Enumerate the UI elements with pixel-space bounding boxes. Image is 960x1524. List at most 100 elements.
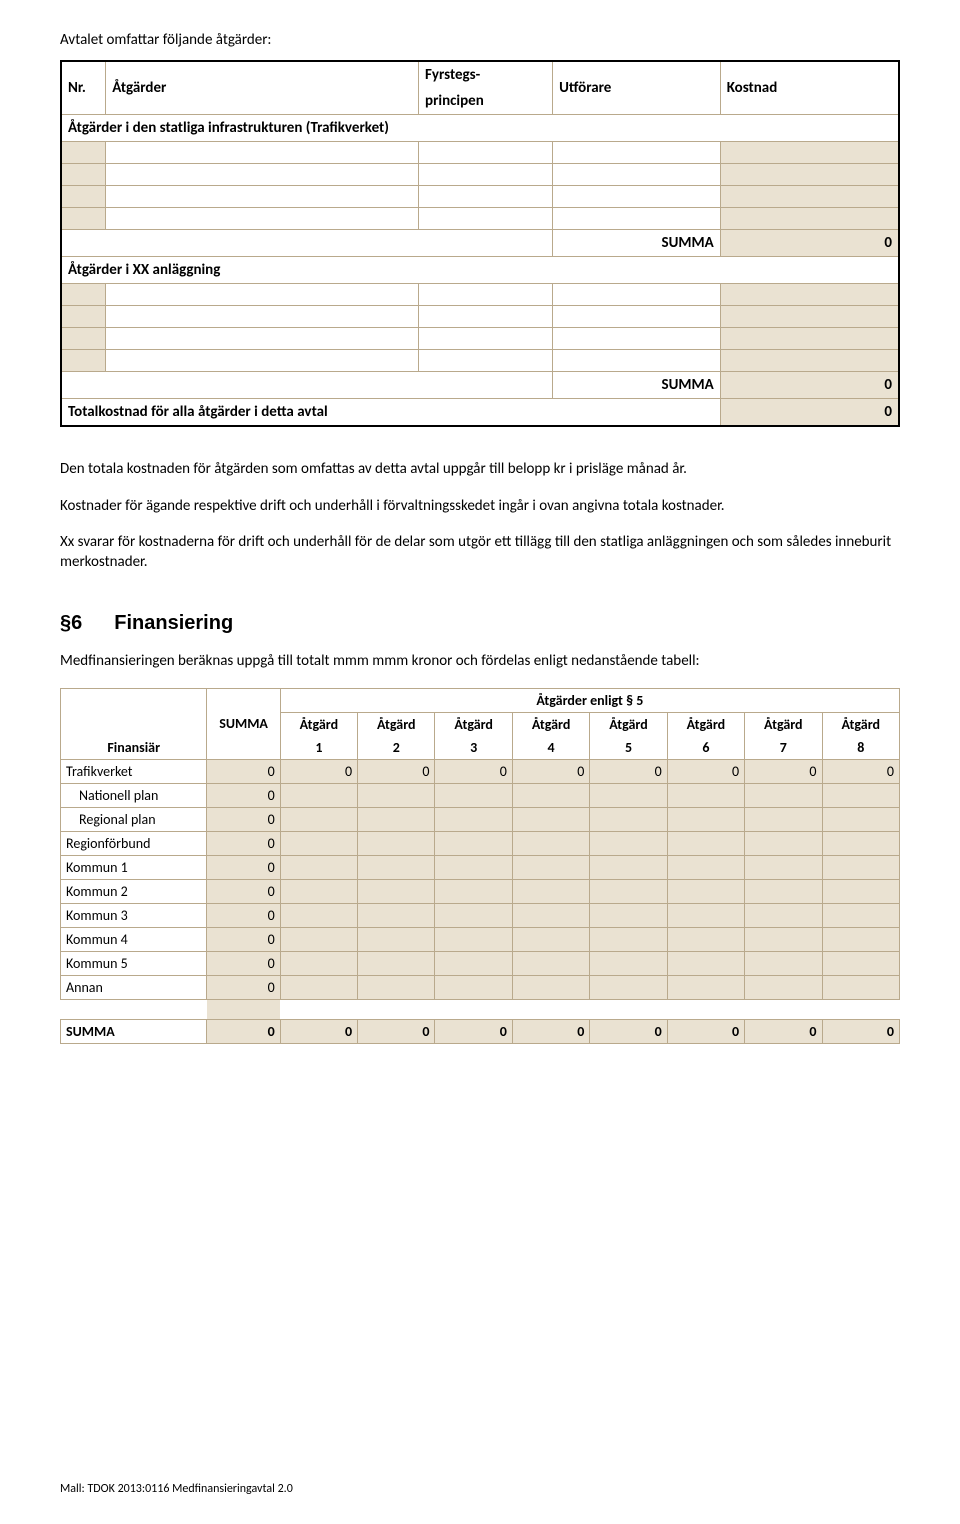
row-summa: 0: [207, 831, 280, 855]
col-kostnad: Kostnad: [720, 61, 899, 115]
summa2-label: SUMMA: [553, 372, 721, 399]
cell: [435, 951, 512, 975]
cell: [512, 855, 589, 879]
cell: 0: [667, 759, 744, 783]
cell: 0: [745, 1019, 822, 1043]
row-summa: 0: [207, 855, 280, 879]
cell: [435, 975, 512, 999]
cell: 0: [435, 1019, 512, 1043]
row-summa: 0: [207, 759, 280, 783]
cell: [745, 903, 822, 927]
cell: [358, 783, 435, 807]
row-label: Kommun 1: [61, 855, 207, 879]
table-row: [61, 306, 899, 328]
row-label: Kommun 3: [61, 903, 207, 927]
cell: [280, 783, 357, 807]
cell: [512, 831, 589, 855]
col-atgard-num: 8: [822, 736, 899, 760]
row-label: Trafikverket: [61, 759, 207, 783]
cell: [590, 951, 667, 975]
cell: [745, 807, 822, 831]
cell: [667, 807, 744, 831]
col-utforare: Utförare: [553, 61, 721, 115]
cell: [358, 831, 435, 855]
summa-row: SUMMA 0: [61, 230, 899, 257]
col-atgard-num: 1: [280, 736, 357, 760]
cell: [280, 903, 357, 927]
cell: [822, 807, 899, 831]
cell: [667, 783, 744, 807]
total-row: SUMMA000000000: [61, 1019, 900, 1043]
actions-table: Nr. Åtgärder Fyrstegs- Utförare Kostnad …: [60, 60, 900, 427]
section-statlig: Åtgärder i den statliga infrastrukturen …: [61, 115, 899, 142]
table-row: Nationell plan0: [61, 783, 900, 807]
section6-heading: §6 Finansiering: [60, 612, 900, 635]
col-fyrstegs-line1: Fyrstegs-: [419, 61, 553, 88]
col-fyrstegs-line2: principen: [419, 88, 553, 115]
section6-num: §6: [60, 612, 82, 635]
cell: [590, 783, 667, 807]
col-atgard-label: Åtgärd: [280, 712, 357, 736]
total-value: 0: [720, 399, 899, 427]
table-row: [61, 350, 899, 372]
cell: [590, 855, 667, 879]
paragraph-ownership: Kostnader för ägande respektive drift oc…: [60, 496, 900, 516]
cell: [512, 975, 589, 999]
cell: [590, 807, 667, 831]
cell: [667, 855, 744, 879]
paragraph-medfinansiering: Medfinansieringen beräknas uppgå till to…: [60, 651, 900, 671]
cell: [822, 975, 899, 999]
cell: [745, 975, 822, 999]
cell: [358, 807, 435, 831]
summa1-label: SUMMA: [553, 230, 721, 257]
row-label: Kommun 5: [61, 951, 207, 975]
cell: [745, 927, 822, 951]
cell: [822, 855, 899, 879]
section6-title: Finansiering: [114, 612, 233, 635]
summa-label: SUMMA: [61, 1019, 207, 1043]
cell: [822, 927, 899, 951]
financing-table: Finansiär SUMMA Åtgärder enligt § 5 Åtgä…: [60, 688, 900, 1044]
col-atgard-num: 6: [667, 736, 744, 760]
cell: [745, 831, 822, 855]
cell: [280, 927, 357, 951]
cell: [358, 903, 435, 927]
col-atgard-label: Åtgärd: [667, 712, 744, 736]
table-row: Kommun 10: [61, 855, 900, 879]
cell: 0: [358, 1019, 435, 1043]
row-label: Regional plan: [61, 807, 207, 831]
col-atgard-num: 7: [745, 736, 822, 760]
cell: 0: [822, 759, 899, 783]
col-atgard-num: 2: [358, 736, 435, 760]
footer-text: Mall: TDOK 2013:0116 Medfinansieringavta…: [60, 1482, 293, 1496]
cell: [435, 879, 512, 903]
cell: [667, 975, 744, 999]
cell: 0: [358, 759, 435, 783]
row-summa: 0: [207, 903, 280, 927]
cell: [435, 855, 512, 879]
table-row: Regionförbund0: [61, 831, 900, 855]
cell: [822, 879, 899, 903]
cell: [280, 855, 357, 879]
cell: [745, 879, 822, 903]
cell: [822, 831, 899, 855]
cell: [280, 975, 357, 999]
intro-paragraph: Avtalet omfattar följande åtgärder:: [60, 30, 900, 50]
cell: [590, 975, 667, 999]
cell: [745, 951, 822, 975]
cell: 0: [512, 1019, 589, 1043]
cell: [358, 951, 435, 975]
col-atgard-num: 5: [590, 736, 667, 760]
col-atgard-num: 4: [512, 736, 589, 760]
cell: 0: [590, 1019, 667, 1043]
summa1-value: 0: [720, 230, 899, 257]
cell: [358, 927, 435, 951]
total-row: Totalkostnad för alla åtgärder i detta a…: [61, 399, 899, 427]
table-row: Kommun 30: [61, 903, 900, 927]
col-atgard-label: Åtgärd: [590, 712, 667, 736]
cell: [667, 927, 744, 951]
cell: [822, 783, 899, 807]
cell: [435, 783, 512, 807]
table-row: Trafikverket000000000: [61, 759, 900, 783]
cell: 0: [667, 1019, 744, 1043]
